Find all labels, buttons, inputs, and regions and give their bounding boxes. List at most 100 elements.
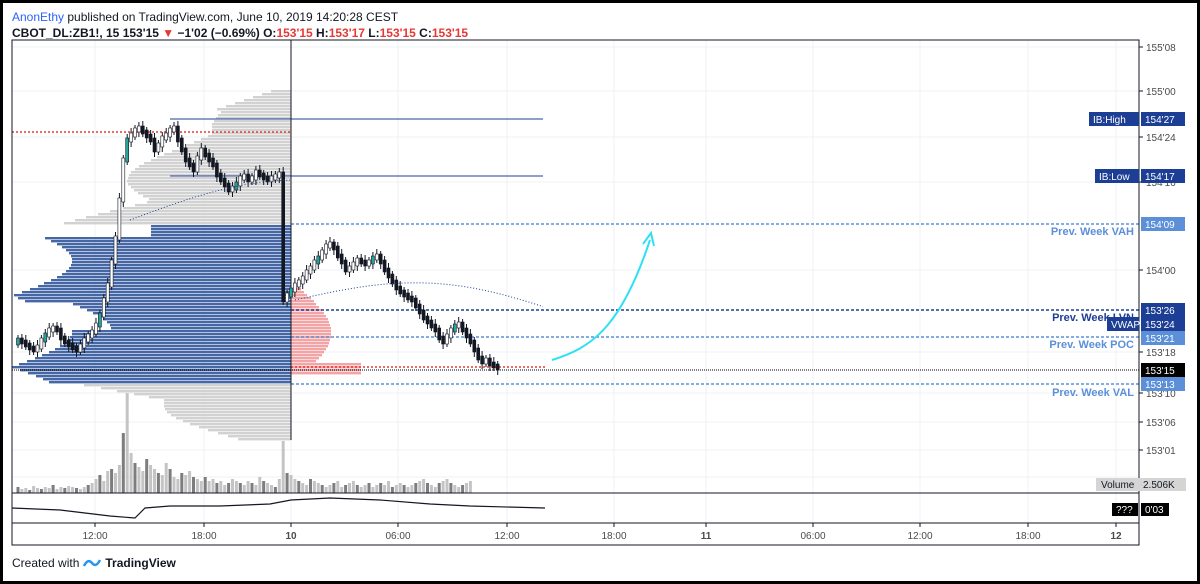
- profile-bar: [64, 222, 291, 225]
- price-tick-label: 155'00: [1146, 87, 1176, 98]
- candle-body: [90, 329, 94, 339]
- candle-body: [125, 137, 129, 163]
- candle-body: [328, 241, 332, 249]
- candle-body: [300, 275, 305, 285]
- candle-body: [102, 297, 106, 318]
- candle-body: [320, 249, 325, 261]
- time-axis[interactable]: 12:00 18:00 10 06:00 12:00 18:00 11 06:00 12:00 1…: [82, 523, 1122, 542]
- profile-bar: [44, 282, 291, 285]
- profile-bar: [165, 408, 291, 411]
- profile-bar: [45, 237, 291, 240]
- candle-body: [371, 255, 375, 265]
- candle-body: [491, 361, 496, 369]
- volume-bar: [387, 481, 390, 493]
- volume-bar: [402, 485, 406, 493]
- indicator-label-group: ??? 0'03: [1112, 503, 1169, 516]
- candle-body: [339, 253, 344, 265]
- time-tick-label: 12:00: [494, 531, 519, 542]
- time-tick-label: 06:00: [385, 531, 410, 542]
- volume-bar: [106, 471, 110, 493]
- profile-bar-day2: [291, 318, 328, 321]
- symbol-name[interactable]: CBOT_DL:ZB1!, 15: [12, 26, 120, 40]
- candle-body: [199, 147, 204, 161]
- profile-bar-day2: [291, 372, 361, 375]
- profile-bar: [179, 147, 291, 150]
- volume-bar: [90, 483, 94, 493]
- time-tick-label: 12:00: [82, 531, 107, 542]
- profile-bar: [72, 261, 291, 264]
- volume-bar: [453, 485, 457, 493]
- volume-bar: [71, 487, 75, 493]
- volume-bar: [351, 481, 355, 493]
- volume-bar: [176, 479, 180, 493]
- author-link[interactable]: AnonEthy: [12, 10, 65, 24]
- volume-bar: [234, 481, 238, 493]
- volume-bar: [78, 489, 82, 493]
- brand-link[interactable]: TradingView: [105, 556, 176, 570]
- publish-info: AnonEthy published on TradingView.com, J…: [12, 10, 398, 24]
- volume-bar: [156, 473, 160, 493]
- volume-bar: [219, 481, 223, 493]
- price-name-box: [1095, 169, 1139, 183]
- candle-body: [445, 333, 449, 345]
- candle-body: [257, 169, 262, 178]
- volume-bar: [223, 485, 227, 493]
- price-value-label: 154'09: [1145, 220, 1175, 231]
- profile-bar-day2: [291, 330, 331, 333]
- profile-bar: [60, 345, 291, 348]
- volume-label-group: Volume 2.506K: [1096, 478, 1186, 491]
- price-value-label: 153'24: [1145, 320, 1175, 331]
- volume-bar: [227, 483, 231, 493]
- candle-body: [464, 327, 469, 339]
- volume-bar: [59, 487, 63, 493]
- candle-body: [39, 337, 44, 350]
- volume-bar: [320, 485, 324, 493]
- profile-bar: [99, 315, 291, 318]
- candle-body: [269, 175, 274, 183]
- created-with-text: Created with: [12, 556, 80, 570]
- candle-body: [425, 315, 430, 325]
- profile-bar-day2: [291, 357, 319, 360]
- profile-bar: [123, 207, 291, 210]
- profile-bar: [107, 321, 291, 324]
- profile-bar: [69, 267, 291, 270]
- candle-body: [105, 282, 110, 303]
- price-value-label: 153'26: [1145, 306, 1175, 317]
- chart-grid: [12, 40, 1139, 523]
- volume-bar: [43, 487, 47, 493]
- candle-body: [78, 343, 83, 353]
- volume-bar: [51, 485, 55, 493]
- candle-body: [141, 125, 145, 135]
- profile-bar: [71, 264, 291, 267]
- volume-bar: [199, 481, 203, 493]
- profile-bar: [157, 156, 291, 159]
- volume-bar: [266, 483, 270, 493]
- candle-body: [452, 323, 457, 333]
- volume-bar: [468, 481, 472, 493]
- volume-bar: [63, 488, 67, 493]
- volume-bar: [215, 483, 219, 493]
- volume-bar: [324, 487, 328, 493]
- price-value-box: [1141, 377, 1185, 391]
- price-axis[interactable]: 155'08 155'00 154'24 154'16 154'00 153'18 153'…: [1089, 40, 1185, 545]
- volume-bar: [246, 481, 250, 493]
- volume-bar: [55, 489, 59, 493]
- profile-bar: [149, 396, 291, 399]
- volume-bar: [141, 471, 145, 493]
- profile-bar-day2: [291, 303, 316, 306]
- candle-body: [480, 355, 484, 365]
- candle-body: [203, 147, 207, 158]
- profile-bar: [86, 216, 291, 219]
- candle-body: [441, 335, 445, 345]
- profile-bar: [172, 150, 291, 153]
- profile-bar-day2: [291, 351, 324, 354]
- candle-body: [374, 253, 379, 261]
- volume-bars: [16, 393, 472, 493]
- volume-bar: [383, 485, 387, 493]
- profile-bar: [117, 390, 291, 393]
- profile-bar-day2: [291, 366, 361, 369]
- candle-body: [277, 171, 282, 179]
- tradingview-logo-icon: [83, 559, 102, 567]
- profile-bar: [51, 240, 291, 243]
